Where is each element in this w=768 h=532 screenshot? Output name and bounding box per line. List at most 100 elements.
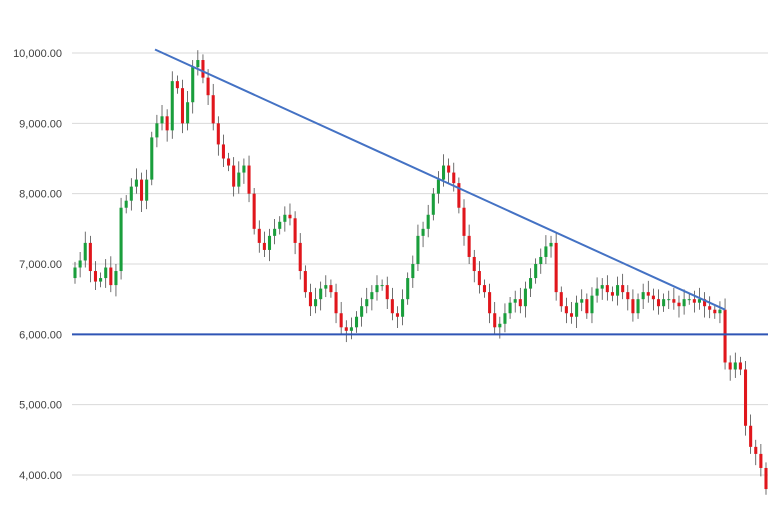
candle-down <box>211 95 215 124</box>
candle-up <box>160 116 164 124</box>
candle-down <box>651 295 655 300</box>
y-tick-label: 9,000.00 <box>19 118 62 130</box>
candle-up <box>580 299 584 303</box>
candle-up <box>508 302 512 314</box>
candle-up <box>503 313 507 324</box>
y-axis-tick-labels: 10,000.00 9,000.00 8,000.00 7,000.00 6,000.0… <box>13 48 62 482</box>
y-tick-label: 7,000.00 <box>19 259 62 271</box>
candle-up <box>590 295 594 314</box>
candle-up <box>539 256 543 264</box>
descending-trendline <box>154 48 726 311</box>
candle-down <box>252 193 256 229</box>
candle-down <box>206 77 210 96</box>
candle-down <box>708 306 712 310</box>
candle-down <box>293 218 297 243</box>
candle-down <box>344 327 348 331</box>
candle-up <box>549 242 553 247</box>
candle-down <box>488 292 492 314</box>
candle-up <box>380 285 384 287</box>
candle-down <box>703 299 707 307</box>
candle-down <box>559 292 563 307</box>
candle-up <box>283 214 287 222</box>
candle-down <box>175 81 179 89</box>
candle-up <box>104 267 108 279</box>
candle-up <box>600 285 604 289</box>
candle-up <box>401 299 405 317</box>
candle-down <box>232 165 236 187</box>
candle-down <box>518 299 522 307</box>
candle-up <box>196 60 200 68</box>
candle-up <box>513 299 517 303</box>
candle-down <box>221 144 225 159</box>
candle-down <box>262 242 266 250</box>
candle-down <box>493 313 497 328</box>
candle-up <box>641 292 645 300</box>
candle-up <box>687 299 691 301</box>
candle-up <box>441 165 446 180</box>
candle-up <box>682 299 686 307</box>
candle-down <box>109 267 113 286</box>
candle-up <box>273 228 277 236</box>
candle-up <box>411 264 415 279</box>
candle-down <box>385 285 389 300</box>
candle-up <box>406 278 410 300</box>
candle-down <box>743 369 748 426</box>
candle-up <box>267 235 272 250</box>
candle-down <box>646 292 650 296</box>
gridlines <box>72 52 768 476</box>
candle-up <box>523 288 527 307</box>
candle-up <box>733 362 737 370</box>
candle-down <box>692 299 696 303</box>
candle-up <box>278 221 282 229</box>
candle-up <box>534 264 538 279</box>
candle-up <box>436 179 440 194</box>
candle-down <box>303 271 307 293</box>
candle-down <box>482 285 487 293</box>
candle-up <box>170 81 174 131</box>
candle-down <box>140 179 144 201</box>
candle-up <box>431 193 435 215</box>
candle-up <box>426 214 430 229</box>
candle-up <box>319 288 323 300</box>
candle-up <box>595 288 599 296</box>
candle-down <box>227 158 231 166</box>
candle-up <box>83 242 87 261</box>
candle-down <box>390 299 394 314</box>
candle-down <box>329 285 333 293</box>
candle-up <box>360 306 364 317</box>
candle-down <box>564 306 568 314</box>
candle-up <box>354 316 359 328</box>
candle-down <box>472 256 476 272</box>
candle-down <box>334 292 338 314</box>
candle-up <box>119 207 123 272</box>
candle-up <box>636 299 640 314</box>
y-tick-label: 4,000.00 <box>19 470 62 482</box>
candle-down <box>677 302 681 307</box>
y-tick-label: 5,000.00 <box>19 400 62 412</box>
candle-up <box>242 165 246 173</box>
candle-up <box>314 299 318 307</box>
candle-up <box>145 179 149 201</box>
candle-up <box>498 323 502 328</box>
candle-up <box>237 172 241 187</box>
candle-down <box>201 60 205 78</box>
candle-down <box>626 292 630 300</box>
candle-down <box>93 271 98 282</box>
candle-down <box>610 292 614 296</box>
candle-down <box>759 453 763 468</box>
candle-down <box>395 313 400 317</box>
candle-down <box>728 362 732 370</box>
candle-down <box>180 88 185 124</box>
candle-down <box>754 446 758 454</box>
candle-up <box>575 302 579 317</box>
candle-up <box>718 309 722 314</box>
candle-down <box>554 242 558 293</box>
candle-down <box>165 116 169 131</box>
candle-down <box>257 228 261 243</box>
candle-up <box>416 235 420 264</box>
candle-down <box>288 214 292 219</box>
candle-down <box>298 242 302 272</box>
candle-down <box>738 362 742 370</box>
candle-up <box>544 246 548 257</box>
